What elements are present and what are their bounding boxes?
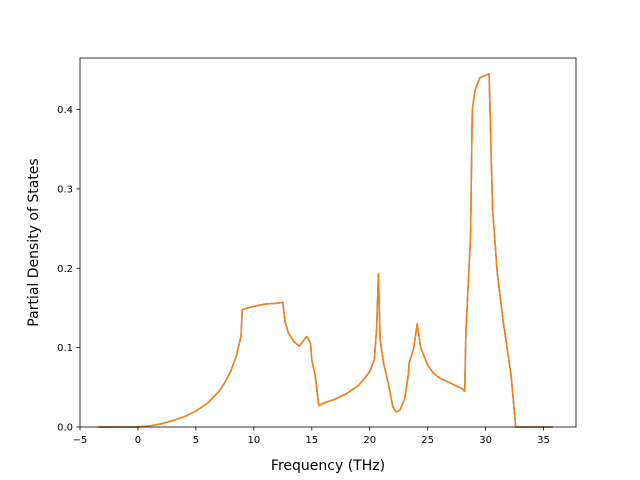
x-tick-label: 30	[479, 435, 492, 446]
x-tick-label: 20	[363, 435, 376, 446]
y-tick-label: 0.0	[57, 423, 73, 434]
y-tick-label: 0.4	[57, 105, 73, 116]
y-axis-label: Partial Density of States	[26, 158, 42, 326]
x-tick-label: 0	[135, 435, 141, 446]
y-axis-ticks: 0.0 0.1 0.2 0.3 0.4	[57, 105, 80, 434]
y-tick-label: 0.1	[57, 343, 73, 354]
x-tick-label: 5	[193, 435, 199, 446]
x-axis-label: Frequency (THz)	[271, 458, 385, 474]
x-tick-label: 15	[305, 435, 318, 446]
x-axis-ticks: −5 0 5 10 15 20 25 30 35	[73, 427, 550, 446]
plot-area	[80, 58, 576, 427]
x-tick-label: −5	[73, 435, 88, 446]
x-tick-label: 10	[247, 435, 260, 446]
axes-background	[80, 58, 576, 427]
x-tick-label: 35	[537, 435, 550, 446]
y-tick-label: 0.2	[57, 264, 73, 275]
axes-frame	[79, 57, 577, 428]
y-tick-label: 0.3	[57, 184, 73, 195]
series-line-2	[98, 73, 553, 428]
x-tick-label: 25	[421, 435, 434, 446]
series-layer	[98, 73, 553, 428]
